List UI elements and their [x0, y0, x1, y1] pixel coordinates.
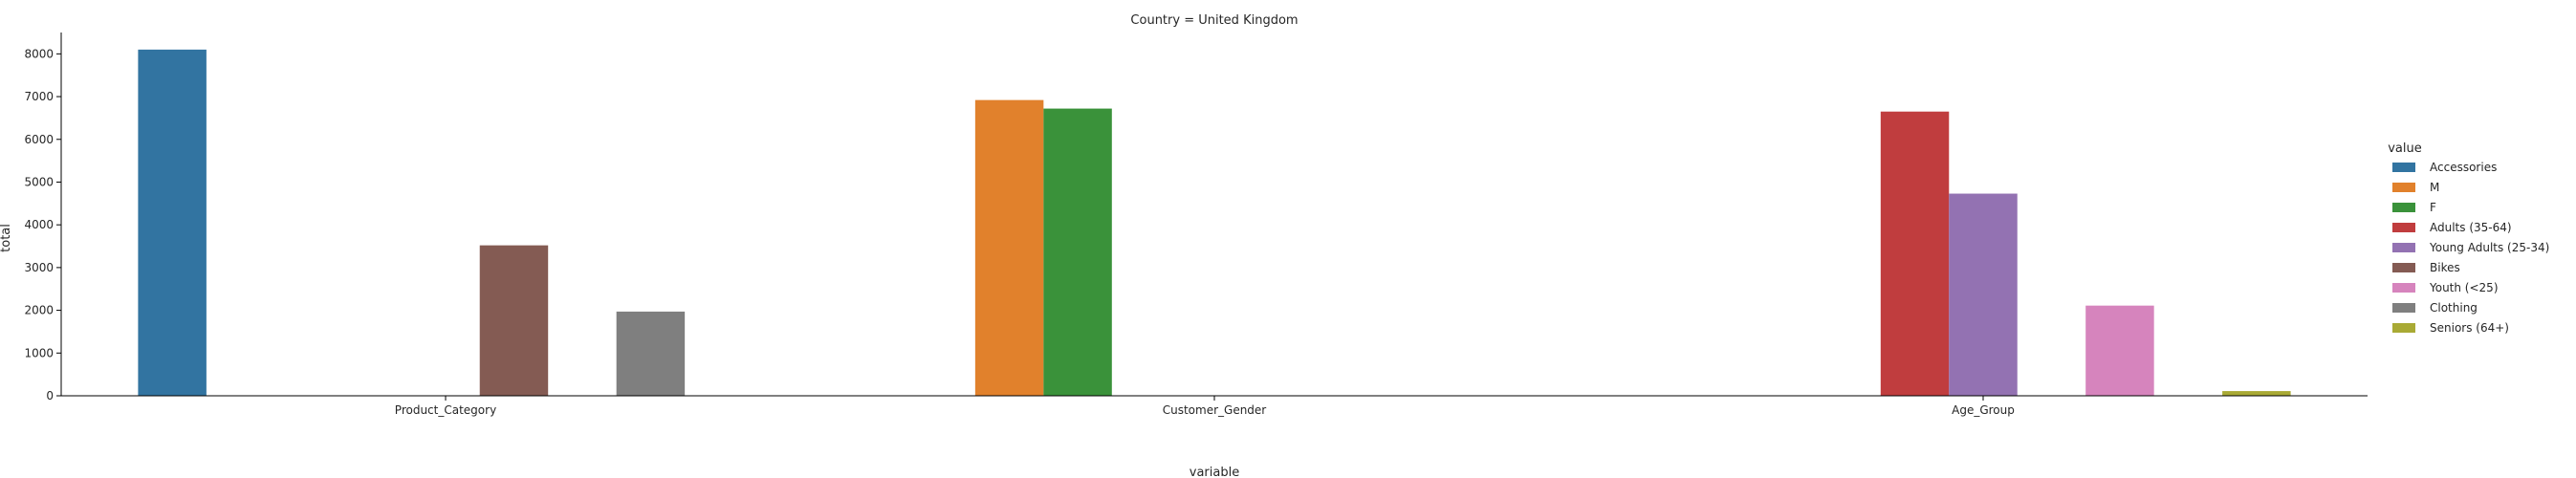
bar	[2085, 305, 2154, 396]
bar	[138, 49, 207, 396]
bar	[1949, 193, 2018, 396]
x-tick-label: Product_Category	[395, 403, 496, 417]
y-tick-label: 8000	[24, 47, 54, 60]
legend-swatch	[2392, 303, 2415, 313]
x-tick-label: Age_Group	[1952, 403, 2015, 417]
legend-label: Adults (35-64)	[2430, 221, 2512, 234]
bar	[1043, 108, 1112, 396]
y-axis-label: total	[0, 224, 13, 252]
y-tick-label: 7000	[24, 90, 54, 103]
legend-swatch	[2392, 163, 2415, 172]
legend-label: Youth (<25)	[2429, 281, 2499, 294]
legend-label: Young Adults (25-34)	[2429, 241, 2549, 254]
legend-label: Bikes	[2430, 261, 2460, 274]
bar	[1880, 111, 1950, 397]
y-tick-label: 3000	[24, 261, 54, 274]
x-axis: Product_Category Customer_Gender Age_Group	[61, 395, 2368, 417]
y-tick-label: 4000	[24, 218, 54, 231]
x-axis-label: variable	[1190, 466, 1239, 478]
legend-label: Clothing	[2430, 301, 2478, 315]
legend: value Accessories MF Adults (35-64) Young Ad…	[2388, 141, 2549, 335]
y-tick-label: 2000	[24, 304, 54, 317]
legend-swatch	[2392, 243, 2415, 252]
legend-swatch	[2392, 323, 2415, 333]
x-tick-label: Customer_Gender	[1163, 403, 1267, 417]
bar	[616, 311, 686, 396]
bar	[479, 245, 549, 396]
legend-swatch	[2392, 283, 2415, 293]
y-tick-label: 6000	[24, 133, 54, 146]
bars-group	[138, 49, 2291, 397]
chart-title: Country = United Kingdom	[1130, 13, 1298, 28]
legend-swatch	[2392, 223, 2415, 232]
y-tick-label: 5000	[24, 175, 54, 188]
bar	[974, 99, 1044, 396]
legend-label: Seniors (64+)	[2430, 321, 2509, 335]
legend-label: M	[2430, 181, 2439, 194]
y-tick-label: 0	[46, 389, 54, 402]
legend-label: F	[2430, 201, 2436, 214]
y-axis: 0 1000 2000 3000 4000 5000 6000 7000 8000	[24, 33, 62, 402]
bar	[2222, 391, 2291, 396]
legend-swatch	[2392, 263, 2415, 272]
legend-swatch	[2392, 203, 2415, 212]
legend-label: Accessories	[2430, 161, 2497, 174]
legend-title: value	[2388, 141, 2422, 156]
y-tick-label: 1000	[24, 346, 54, 359]
legend-swatch	[2392, 183, 2415, 192]
